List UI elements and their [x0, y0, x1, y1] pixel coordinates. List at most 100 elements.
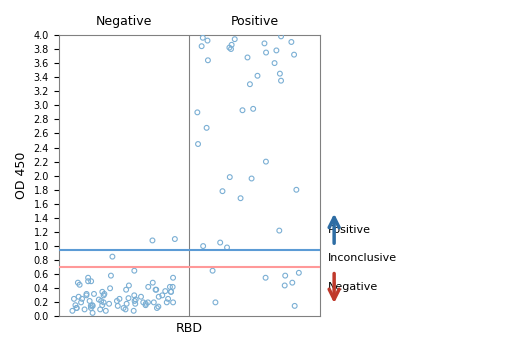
Point	[85, 298, 94, 304]
Point	[72, 305, 81, 311]
Point	[168, 284, 177, 290]
Point	[78, 296, 86, 302]
Point	[68, 308, 76, 314]
Point	[225, 45, 233, 50]
Point	[249, 106, 257, 112]
Point	[130, 293, 138, 298]
Point	[262, 275, 270, 281]
Point	[70, 296, 78, 302]
Point	[87, 279, 95, 284]
Point	[77, 300, 85, 305]
Point	[88, 303, 97, 309]
Point	[82, 293, 90, 298]
Point	[113, 298, 121, 304]
Point	[137, 294, 145, 300]
Point	[226, 174, 234, 180]
Point	[129, 308, 138, 314]
Point	[114, 303, 122, 309]
Point	[120, 305, 128, 311]
Point	[164, 296, 172, 302]
Point	[101, 308, 110, 314]
Point	[152, 287, 160, 293]
Point	[275, 228, 283, 233]
Point	[262, 50, 270, 55]
Point	[287, 39, 295, 45]
Point	[216, 240, 224, 245]
Point	[124, 295, 133, 301]
Point	[87, 305, 95, 311]
X-axis label: RBD: RBD	[176, 322, 203, 335]
Point	[122, 287, 131, 293]
Text: Positive: Positive	[230, 15, 279, 28]
Point	[288, 280, 296, 286]
Point	[243, 55, 252, 60]
Point	[158, 293, 166, 298]
Point	[169, 275, 177, 281]
Point	[115, 296, 124, 302]
Point	[277, 78, 285, 84]
Point	[153, 305, 161, 311]
Point	[211, 300, 219, 305]
Point	[106, 286, 114, 291]
Point	[149, 280, 157, 286]
Point	[171, 236, 179, 242]
Point	[163, 300, 171, 305]
Point	[151, 287, 160, 293]
Point	[209, 268, 217, 273]
Text: Positive: Positive	[328, 225, 371, 235]
Point	[100, 291, 109, 297]
Point	[71, 302, 80, 308]
Point	[74, 280, 82, 286]
Point	[96, 307, 105, 312]
Point	[144, 284, 152, 290]
Point	[141, 301, 150, 307]
Point	[230, 36, 239, 42]
Point	[202, 125, 211, 131]
Point	[237, 195, 245, 201]
Point	[98, 289, 107, 295]
Point	[150, 300, 158, 305]
Point	[277, 34, 285, 39]
Point	[130, 268, 138, 273]
Point	[253, 73, 262, 78]
Point	[98, 302, 107, 308]
Point	[99, 293, 108, 298]
Point	[148, 238, 157, 243]
Point	[281, 273, 289, 279]
Point	[132, 297, 140, 302]
Point	[227, 46, 235, 52]
Point	[291, 303, 299, 309]
Point	[139, 300, 148, 305]
Point	[108, 254, 116, 259]
Point	[84, 275, 92, 281]
Point	[107, 273, 115, 279]
Point	[262, 159, 270, 164]
Point	[105, 301, 113, 307]
Point	[199, 35, 207, 41]
Point	[290, 52, 298, 57]
Point	[144, 300, 152, 305]
Point	[99, 300, 108, 305]
Point	[72, 305, 81, 311]
Point	[193, 110, 202, 115]
Point	[248, 176, 256, 181]
Point	[131, 298, 139, 304]
Point	[88, 310, 97, 316]
Point	[131, 301, 139, 307]
Text: Negative: Negative	[96, 15, 152, 28]
Point	[82, 291, 90, 297]
Point	[97, 298, 106, 304]
Point	[75, 282, 84, 288]
Point	[169, 300, 177, 305]
Point	[292, 187, 301, 192]
Point	[81, 307, 89, 312]
Point	[167, 289, 175, 295]
Point	[87, 303, 95, 309]
Point	[276, 71, 284, 76]
Point	[84, 279, 92, 284]
Point	[194, 141, 202, 147]
Point	[227, 42, 236, 48]
Point	[95, 297, 103, 302]
Point	[154, 294, 163, 300]
Point	[90, 291, 98, 297]
